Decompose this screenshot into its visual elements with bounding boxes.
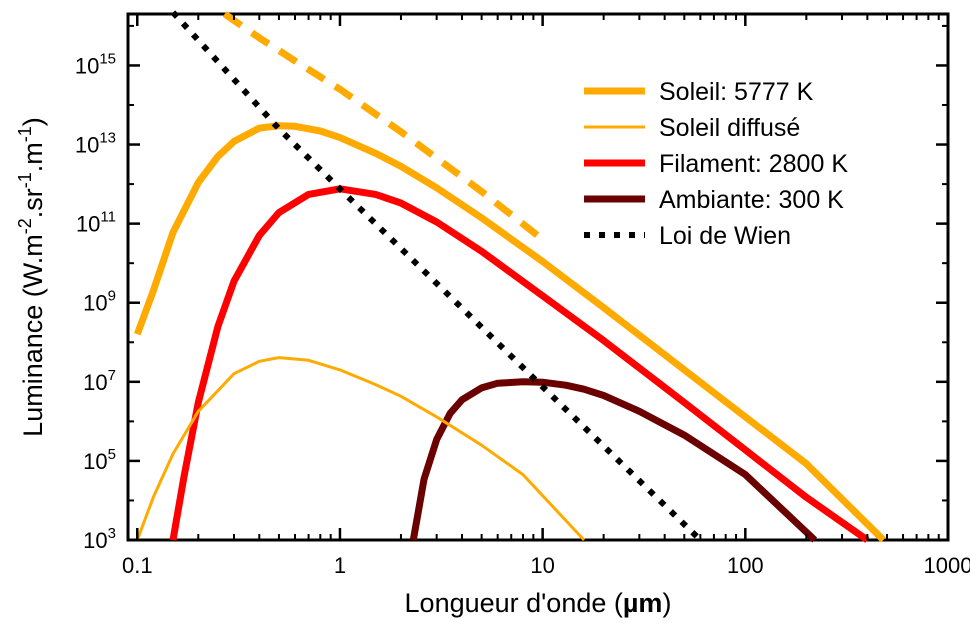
y-axis-label-sup2: -1: [15, 172, 35, 188]
y-tick-label: 1013: [75, 130, 116, 158]
series-line-soleil-diffuse: [135, 356, 586, 542]
x-tick-label: 1000: [924, 553, 970, 578]
plot-frame: [126, 12, 950, 542]
y-tick-label: 103: [83, 525, 116, 553]
x-axis-label-end: ): [662, 588, 671, 618]
legend: Soleil: 5777 K Soleil diffusé Filament: 28…: [584, 78, 848, 250]
series-line-filament-2800-k: [169, 185, 870, 543]
x-tick-label: 1: [334, 553, 346, 578]
legend-label-soleil-5777-k: Soleil: 5777 K: [659, 78, 814, 106]
legend-label-loi-de-wien: Loi de Wien: [659, 222, 791, 250]
y-axis-label-main: Luminance (W.m: [18, 234, 48, 437]
series-line-loi-de-wien: [170, 10, 703, 543]
plot-area-border: [126, 12, 950, 542]
y-tick-label: 109: [83, 288, 116, 316]
legend-label-filament-2800-k: Filament: 2800 K: [659, 150, 848, 178]
series-line-ambiante-300-k: [409, 378, 818, 543]
x-axis-label-unit: µm: [623, 588, 663, 618]
y-tick-label: 105: [83, 446, 116, 474]
x-axis-label: Longueur d'onde (µm): [405, 588, 672, 618]
legend-label-soleil-diffuse: Soleil diffusé: [659, 114, 800, 142]
y-axis-label-mid2: .m: [18, 142, 48, 172]
x-axis-label-main: Longueur d'onde (: [405, 588, 623, 618]
series-line-unlabeled-dashed: [222, 11, 545, 243]
series-line-soleil-5777-k: [134, 122, 886, 543]
y-axis-label-sup3: -1: [15, 126, 35, 142]
y-tick-label: 1015: [75, 50, 116, 78]
x-tick-label: 100: [727, 553, 764, 578]
y-axis-label-mid1: .sr: [18, 188, 48, 218]
y-axis-label-sup1: -2: [15, 218, 35, 234]
series-layer: [134, 10, 886, 543]
y-tick-label: 107: [83, 367, 116, 395]
y-axis-label-end: ): [18, 117, 48, 126]
y-tick-label: 1011: [76, 209, 116, 237]
legend-label-ambiante-300-k: Ambiante: 300 K: [659, 186, 844, 214]
ticks-layer: 0.1 1 10 100 1000 103 105 107 109 1011 1013 1015: [75, 14, 970, 578]
y-axis-label: Luminance (W.m-2.sr-1.m-1): [15, 117, 48, 437]
x-tick-label: 10: [530, 553, 554, 578]
x-tick-label: 0.1: [122, 553, 153, 578]
